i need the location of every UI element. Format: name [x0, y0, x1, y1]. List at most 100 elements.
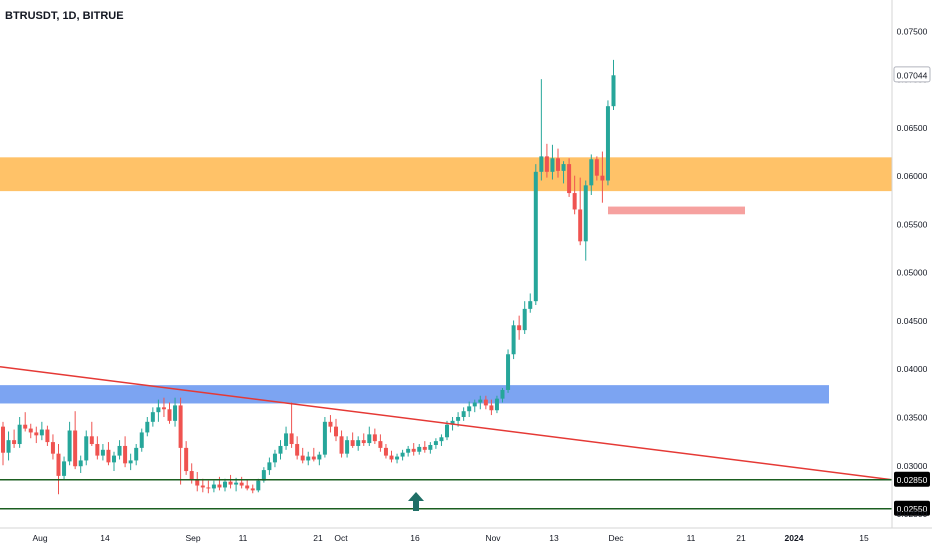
candle-body [167, 409, 172, 421]
time-axis[interactable]: Aug 14 Sep 11 21 Oct 16 Nov 13 Dec 11 21 2024 15 [32, 533, 869, 543]
candle-body [256, 480, 261, 491]
candle-body [128, 460, 133, 464]
candle-body [583, 185, 588, 242]
candle-body [28, 428, 33, 433]
time-tick-label: 21 [313, 533, 323, 543]
candles-layer [1, 59, 616, 495]
candle-body [250, 488, 255, 491]
candle-body [306, 456, 311, 461]
candle-body [62, 461, 67, 476]
candle-body [511, 325, 516, 355]
candle-body [112, 455, 116, 463]
candle-body [234, 482, 239, 485]
candle-body [278, 445, 283, 454]
candle-body [422, 446, 427, 450]
candle-body [223, 481, 227, 488]
candle-body [284, 433, 289, 446]
candle-body [605, 106, 610, 181]
candle-body [56, 453, 61, 476]
candle-body [239, 482, 244, 486]
candle-body [267, 462, 272, 471]
candle-body [100, 449, 105, 456]
candle-body [295, 444, 300, 456]
candle-body [12, 440, 17, 445]
price-axis[interactable]: 0.028500.025500.075000.070000.065000.060… [893, 26, 931, 519]
candle-body [395, 456, 400, 460]
candle-body [89, 436, 94, 445]
candle-body [1, 426, 5, 453]
candle-body [417, 446, 422, 452]
time-tick-label: Oct [334, 533, 348, 543]
candle-body [439, 437, 444, 442]
price-tick-label: 0.03500 [897, 412, 928, 422]
candle-body [506, 354, 511, 390]
candle-body [500, 389, 505, 399]
level-price-tag [894, 471, 930, 487]
candle-body [261, 470, 266, 481]
candle-body [467, 406, 472, 412]
candle-body [406, 448, 411, 453]
level-price-label: 0.02850 [897, 475, 928, 485]
candle-body [522, 308, 527, 331]
level-price-tag [894, 500, 930, 516]
candle-body [528, 301, 533, 309]
candle-body [411, 448, 416, 452]
candle-body [483, 399, 488, 406]
candle-body [217, 484, 222, 488]
support-zone [0, 385, 829, 404]
candle-body [383, 447, 388, 456]
candle-body [589, 159, 594, 186]
candle-body [134, 447, 139, 461]
time-tick-label: Sep [185, 533, 200, 543]
candle-body [334, 426, 338, 437]
candle-body [189, 471, 194, 480]
candle-body [322, 421, 327, 455]
candle-body [45, 429, 50, 443]
arrow-up-icon [408, 492, 424, 511]
order-block-zone [608, 206, 745, 215]
candle-body [572, 193, 577, 210]
candle-body [389, 455, 394, 460]
candle-body [533, 171, 538, 302]
candle-body [156, 407, 161, 413]
candle-body [145, 421, 150, 433]
candle-body [594, 159, 599, 176]
candle-body [73, 430, 78, 467]
candle-body [445, 424, 449, 438]
candle-body [106, 449, 111, 463]
price-tick-label: 0.02500 [897, 509, 928, 519]
price-tick-label: 0.06500 [897, 123, 928, 133]
candle-body [272, 453, 277, 463]
level-price-label: 0.02550 [897, 504, 928, 514]
candle-body [245, 485, 250, 489]
candle-body [211, 484, 216, 489]
candle-body [433, 441, 438, 445]
candle-body [228, 481, 233, 485]
candle-body [123, 445, 128, 464]
resistance-zone [0, 157, 892, 192]
time-tick-label: 13 [549, 533, 559, 543]
candle-body [556, 158, 560, 171]
candle-body [372, 434, 377, 442]
descending-trendline [0, 366, 893, 481]
candle-body [289, 433, 294, 445]
candle-body [578, 209, 583, 242]
time-tick-label: Dec [608, 533, 624, 543]
candle-body [456, 416, 461, 421]
candle-body [67, 430, 72, 462]
last-price-tag [893, 66, 931, 83]
time-tick-label: 21 [736, 533, 746, 543]
candle-body [78, 460, 83, 467]
candle-body [361, 440, 366, 444]
price-tick-label: 0.05000 [897, 268, 928, 278]
candle-body [184, 447, 189, 472]
candle-body [367, 434, 372, 444]
time-tick-label: Aug [32, 533, 47, 543]
candle-body [472, 402, 477, 407]
candle-body [150, 412, 155, 422]
candle-body [489, 405, 494, 411]
time-tick-label: 11 [687, 533, 696, 543]
candle-body [23, 424, 28, 429]
